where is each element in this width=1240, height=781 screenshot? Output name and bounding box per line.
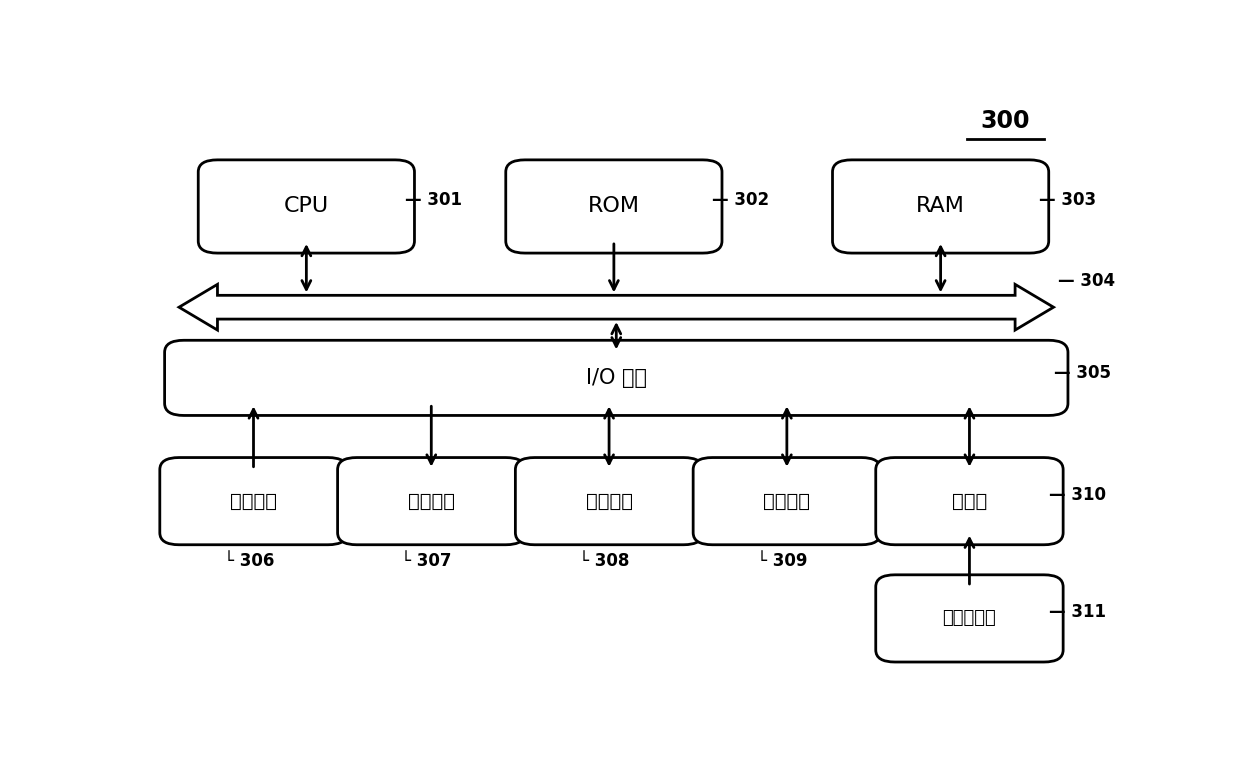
FancyBboxPatch shape bbox=[506, 160, 722, 253]
Text: — 301: — 301 bbox=[404, 191, 461, 209]
Text: — 310: — 310 bbox=[1049, 486, 1106, 504]
FancyBboxPatch shape bbox=[165, 341, 1068, 415]
Text: └ 308: └ 308 bbox=[579, 552, 630, 570]
Text: └ 307: └ 307 bbox=[402, 552, 453, 570]
Polygon shape bbox=[179, 284, 1054, 330]
Text: RAM: RAM bbox=[916, 197, 965, 216]
Text: I/O 接口: I/O 接口 bbox=[585, 368, 647, 388]
FancyBboxPatch shape bbox=[160, 458, 347, 545]
Text: — 311: — 311 bbox=[1049, 603, 1106, 621]
Text: 输入部分: 输入部分 bbox=[229, 492, 277, 511]
Text: 通信部分: 通信部分 bbox=[764, 492, 811, 511]
Text: └ 306: └ 306 bbox=[223, 552, 274, 570]
Text: 驱动器: 驱动器 bbox=[952, 492, 987, 511]
Text: — 304: — 304 bbox=[1059, 273, 1116, 291]
Text: 300: 300 bbox=[981, 109, 1030, 133]
Text: — 303: — 303 bbox=[1039, 191, 1096, 209]
FancyBboxPatch shape bbox=[875, 575, 1063, 662]
Text: 存储部分: 存储部分 bbox=[585, 492, 632, 511]
FancyBboxPatch shape bbox=[832, 160, 1049, 253]
Text: CPU: CPU bbox=[284, 197, 329, 216]
Text: 可拆卸介质: 可拆卸介质 bbox=[942, 609, 996, 627]
Text: — 302: — 302 bbox=[713, 191, 770, 209]
Text: └ 309: └ 309 bbox=[758, 552, 807, 570]
FancyBboxPatch shape bbox=[337, 458, 525, 545]
FancyBboxPatch shape bbox=[875, 458, 1063, 545]
Text: ROM: ROM bbox=[588, 197, 640, 216]
Text: 输出部分: 输出部分 bbox=[408, 492, 455, 511]
FancyBboxPatch shape bbox=[693, 458, 880, 545]
Text: — 305: — 305 bbox=[1054, 364, 1111, 382]
FancyBboxPatch shape bbox=[198, 160, 414, 253]
FancyBboxPatch shape bbox=[516, 458, 703, 545]
